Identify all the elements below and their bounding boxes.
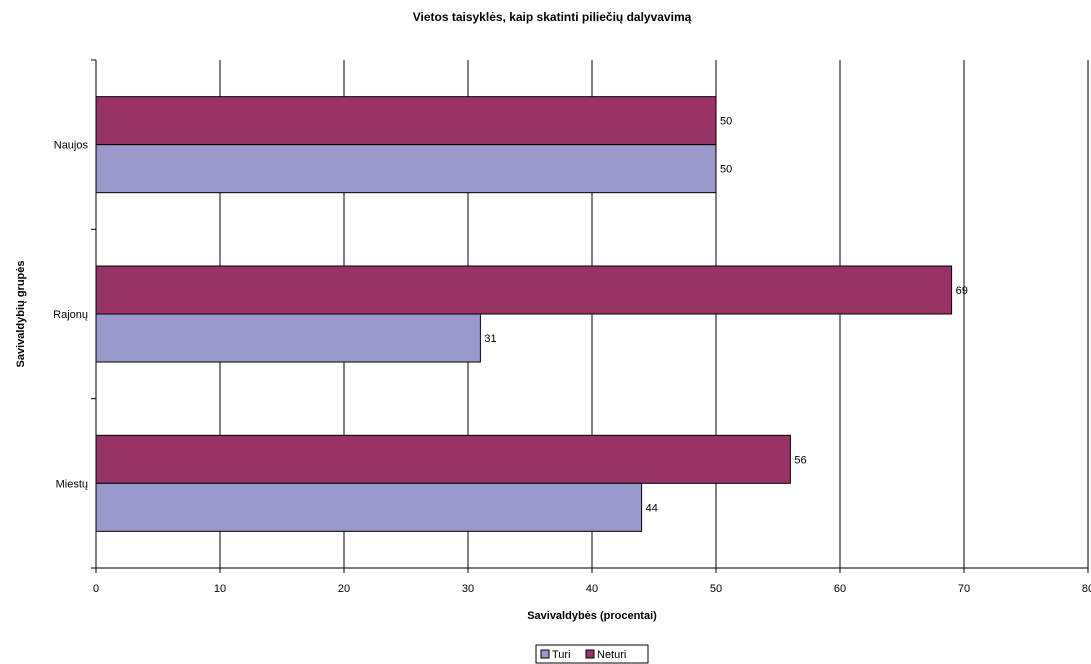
axes: Naujos Rajonų Miestų 0 10 20 30 40 50 60 70 80 bbox=[53, 59, 1091, 595]
bar-turi bbox=[95, 144, 717, 194]
bars: 50 50 69 31 56 44 bbox=[95, 96, 968, 532]
data-label: 44 bbox=[646, 502, 658, 514]
category-label: Miestų bbox=[56, 478, 88, 490]
y-axis-title: Savivaldybių grupės bbox=[15, 261, 27, 368]
x-tick-label: 20 bbox=[338, 583, 350, 595]
chart-title: Vietos taisyklės, kaip skatinti piliečių… bbox=[413, 10, 692, 24]
category-label: Rajonų bbox=[53, 309, 88, 321]
bar-neturi bbox=[95, 96, 717, 146]
x-tick-label: 10 bbox=[214, 583, 226, 595]
data-label: 56 bbox=[794, 454, 806, 466]
legend-swatch bbox=[540, 649, 550, 659]
legend: Turi Neturi bbox=[535, 644, 649, 664]
x-tick-label: 30 bbox=[462, 583, 474, 595]
bar-neturi bbox=[95, 265, 953, 315]
bar-neturi bbox=[95, 434, 791, 484]
x-tick-label: 60 bbox=[834, 583, 846, 595]
legend-label: Turi bbox=[552, 649, 571, 661]
data-label: 50 bbox=[720, 116, 732, 128]
data-label: 50 bbox=[720, 164, 732, 176]
legend-label: Neturi bbox=[597, 649, 626, 661]
data-label: 69 bbox=[956, 285, 968, 297]
legend-swatch bbox=[585, 649, 595, 659]
x-tick-label: 50 bbox=[710, 583, 722, 595]
x-tick-label: 70 bbox=[958, 583, 970, 595]
bar-turi bbox=[95, 482, 643, 532]
x-axis-title: Savivaldybės (procentai) bbox=[527, 610, 657, 622]
x-tick-label: 0 bbox=[93, 583, 99, 595]
x-tick-label: 80 bbox=[1082, 583, 1091, 595]
data-label: 31 bbox=[484, 333, 496, 345]
category-label: Naujos bbox=[54, 140, 89, 152]
x-tick-label: 40 bbox=[586, 583, 598, 595]
bar-turi bbox=[95, 313, 481, 363]
